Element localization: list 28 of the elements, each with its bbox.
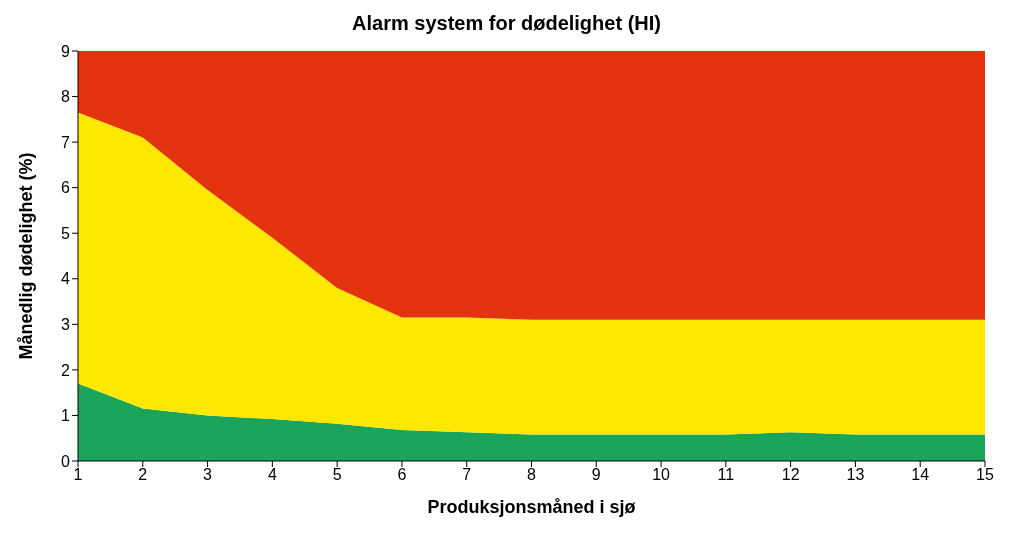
y-tick-label: 9: [61, 42, 71, 60]
x-tick-label: 11: [717, 466, 735, 484]
x-tick-label: 7: [462, 466, 472, 484]
x-tick-label: 8: [527, 466, 537, 484]
y-tick-label: 2: [61, 361, 71, 379]
x-tick-label: 15: [976, 466, 994, 484]
x-tick-label: 9: [591, 466, 601, 484]
y-axis-title: Månedlig dødelighet (%): [16, 152, 37, 360]
x-tick-label: 5: [332, 466, 342, 484]
x-tick-label: 3: [203, 466, 213, 484]
x-tick-label: 6: [397, 466, 407, 484]
x-tick-label: 12: [781, 466, 800, 484]
x-axis-title: Produksjonsmåned i sjø: [427, 497, 636, 517]
x-tick-label: 14: [911, 466, 930, 484]
x-tick-label: 10: [652, 466, 671, 484]
x-tick-label: 2: [138, 466, 148, 484]
y-tick-label: 5: [61, 224, 71, 242]
y-tick-label: 3: [61, 316, 71, 334]
x-tick-label: 4: [267, 466, 277, 484]
y-tick-label: 8: [61, 88, 71, 106]
x-tick-label: 1: [73, 466, 83, 484]
y-tick-label: 4: [61, 270, 71, 288]
chart-title: Alarm system for dødelighet (HI): [351, 12, 662, 35]
y-tick-label: 6: [61, 179, 71, 197]
x-tick-label: 13: [846, 466, 865, 484]
y-tick-label: 1: [61, 407, 71, 425]
y-tick-label: 0: [61, 452, 71, 470]
y-tick-label: 7: [61, 133, 71, 151]
